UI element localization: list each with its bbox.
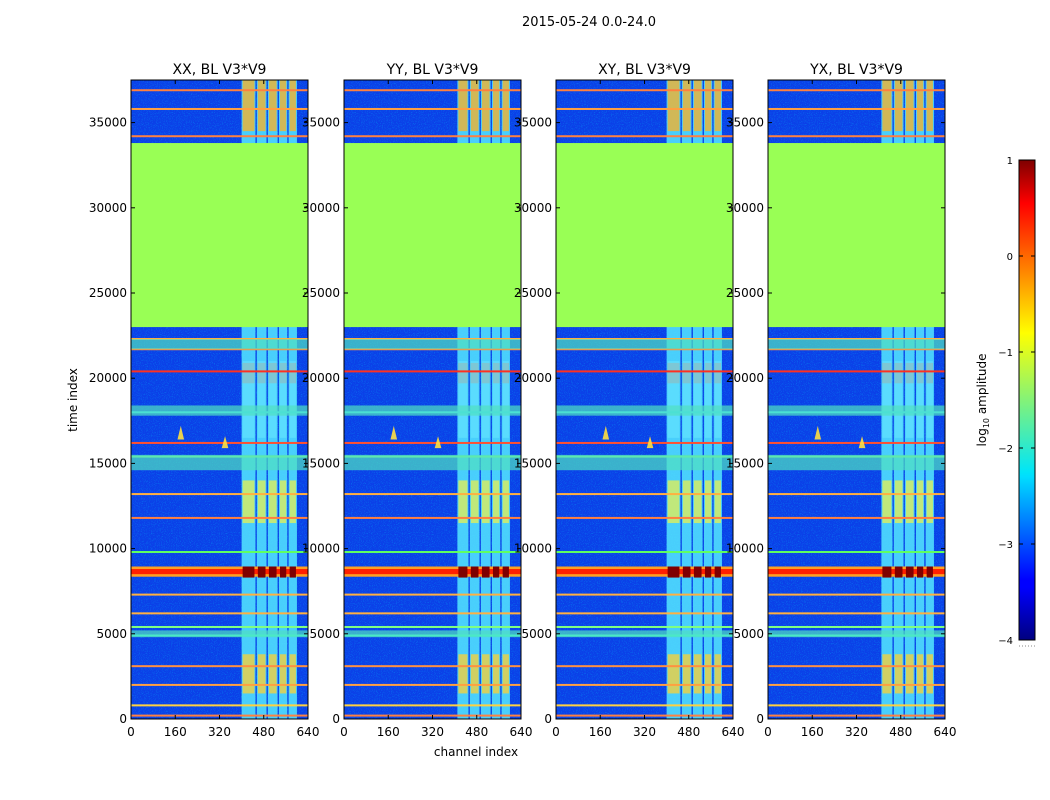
panel-title: YX, BL V3*V9 — [809, 62, 903, 78]
panel-title: XY, BL V3*V9 — [598, 62, 691, 78]
heatmap-image — [768, 80, 945, 719]
colorbar-tick-label: 0 — [1007, 252, 1013, 263]
colorbar-label: log10 amplitude — [975, 354, 991, 447]
y-tick-label: 5000 — [733, 627, 764, 641]
y-tick-label: 20000 — [302, 371, 340, 385]
y-tick-label: 0 — [756, 712, 764, 726]
x-tick-label: 320 — [421, 725, 444, 739]
y-tick-label: 5000 — [521, 627, 552, 641]
y-tick-label: 5000 — [309, 627, 340, 641]
y-tick-label: 10000 — [89, 542, 127, 556]
colorbar-tick-label: −4 — [998, 636, 1013, 647]
x-tick-label: 0 — [764, 725, 772, 739]
panel-2: XY, BL V3*V9 0 160 320 480 640 0 5000 10000 15000… — [514, 62, 745, 739]
x-tick-label: 160 — [164, 725, 187, 739]
y-tick-label: 15000 — [302, 456, 340, 470]
heatmap-image — [556, 80, 733, 719]
y-tick-label: 30000 — [726, 201, 764, 215]
x-tick-label: 480 — [465, 725, 488, 739]
y-tick-label: 30000 — [89, 201, 127, 215]
y-tick-label: 30000 — [302, 201, 340, 215]
x-tick-label: 320 — [845, 725, 868, 739]
y-tick-label: 15000 — [89, 456, 127, 470]
panel-0: XX, BL V3*V9 0 160 320 480 640 0 5000 10000 15000… — [89, 62, 320, 739]
y-tick-label: 25000 — [89, 286, 127, 300]
y-tick-label: 20000 — [89, 371, 127, 385]
y-tick-label: 35000 — [302, 116, 340, 130]
y-axis-label: time index — [66, 368, 80, 432]
y-tick-label: 0 — [544, 712, 552, 726]
x-tick-label: 160 — [801, 725, 824, 739]
x-tick-label: 320 — [208, 725, 231, 739]
x-tick-label: 480 — [252, 725, 275, 739]
heatmap-image — [344, 80, 521, 719]
colorbar-gradient — [1018, 159, 1036, 641]
flagged-region — [344, 143, 521, 328]
panel-1: YY, BL V3*V9 0 160 320 480 640 0 5000 10000 15000… — [302, 62, 533, 739]
x-tick-label: 480 — [677, 725, 700, 739]
y-tick-label: 20000 — [514, 371, 552, 385]
y-tick-label: 25000 — [726, 286, 764, 300]
y-tick-label: 15000 — [726, 456, 764, 470]
y-tick-label: 20000 — [726, 371, 764, 385]
y-tick-label: 35000 — [89, 116, 127, 130]
panel-3: YX, BL V3*V9 0 160 320 480 640 0 5000 10000 15000… — [726, 62, 957, 739]
y-tick-label: 10000 — [726, 542, 764, 556]
x-tick-label: 160 — [589, 725, 612, 739]
colorbar-tick-label: −3 — [998, 540, 1013, 551]
y-tick-label: 15000 — [514, 456, 552, 470]
panel-title: XX, BL V3*V9 — [173, 62, 267, 78]
x-tick-label: 640 — [510, 725, 533, 739]
y-tick-label: 30000 — [514, 201, 552, 215]
colorbar: 1 0 −1 −2 −3 −4 log10 amplitude — [975, 156, 1036, 647]
y-tick-label: 0 — [119, 712, 127, 726]
x-tick-label: 640 — [934, 725, 957, 739]
y-tick-label: 35000 — [514, 116, 552, 130]
colorbar-tick-label: −2 — [998, 444, 1013, 455]
y-tick-label: 25000 — [302, 286, 340, 300]
y-tick-label: 5000 — [96, 627, 127, 641]
x-tick-label: 320 — [633, 725, 656, 739]
y-tick-label: 10000 — [514, 542, 552, 556]
x-tick-label: 0 — [552, 725, 560, 739]
heatmap-image — [131, 80, 308, 719]
x-tick-label: 480 — [889, 725, 912, 739]
y-tick-label: 0 — [332, 712, 340, 726]
flagged-region — [131, 143, 308, 328]
flagged-region — [556, 143, 733, 328]
flagged-region — [768, 143, 945, 328]
x-tick-label: 0 — [340, 725, 348, 739]
y-tick-label: 35000 — [726, 116, 764, 130]
x-tick-label: 640 — [722, 725, 745, 739]
x-tick-label: 160 — [377, 725, 400, 739]
x-tick-label: 0 — [127, 725, 135, 739]
x-axis-label: channel index — [434, 745, 518, 759]
y-tick-label: 10000 — [302, 542, 340, 556]
panel-title: YY, BL V3*V9 — [386, 62, 479, 78]
colorbar-tick-label: −1 — [998, 348, 1013, 359]
figure-suptitle: 2015-05-24 0.0-24.0 — [522, 15, 656, 30]
x-tick-label: 640 — [297, 725, 320, 739]
y-tick-label: 25000 — [514, 286, 552, 300]
colorbar-tick-label: 1 — [1007, 156, 1013, 167]
